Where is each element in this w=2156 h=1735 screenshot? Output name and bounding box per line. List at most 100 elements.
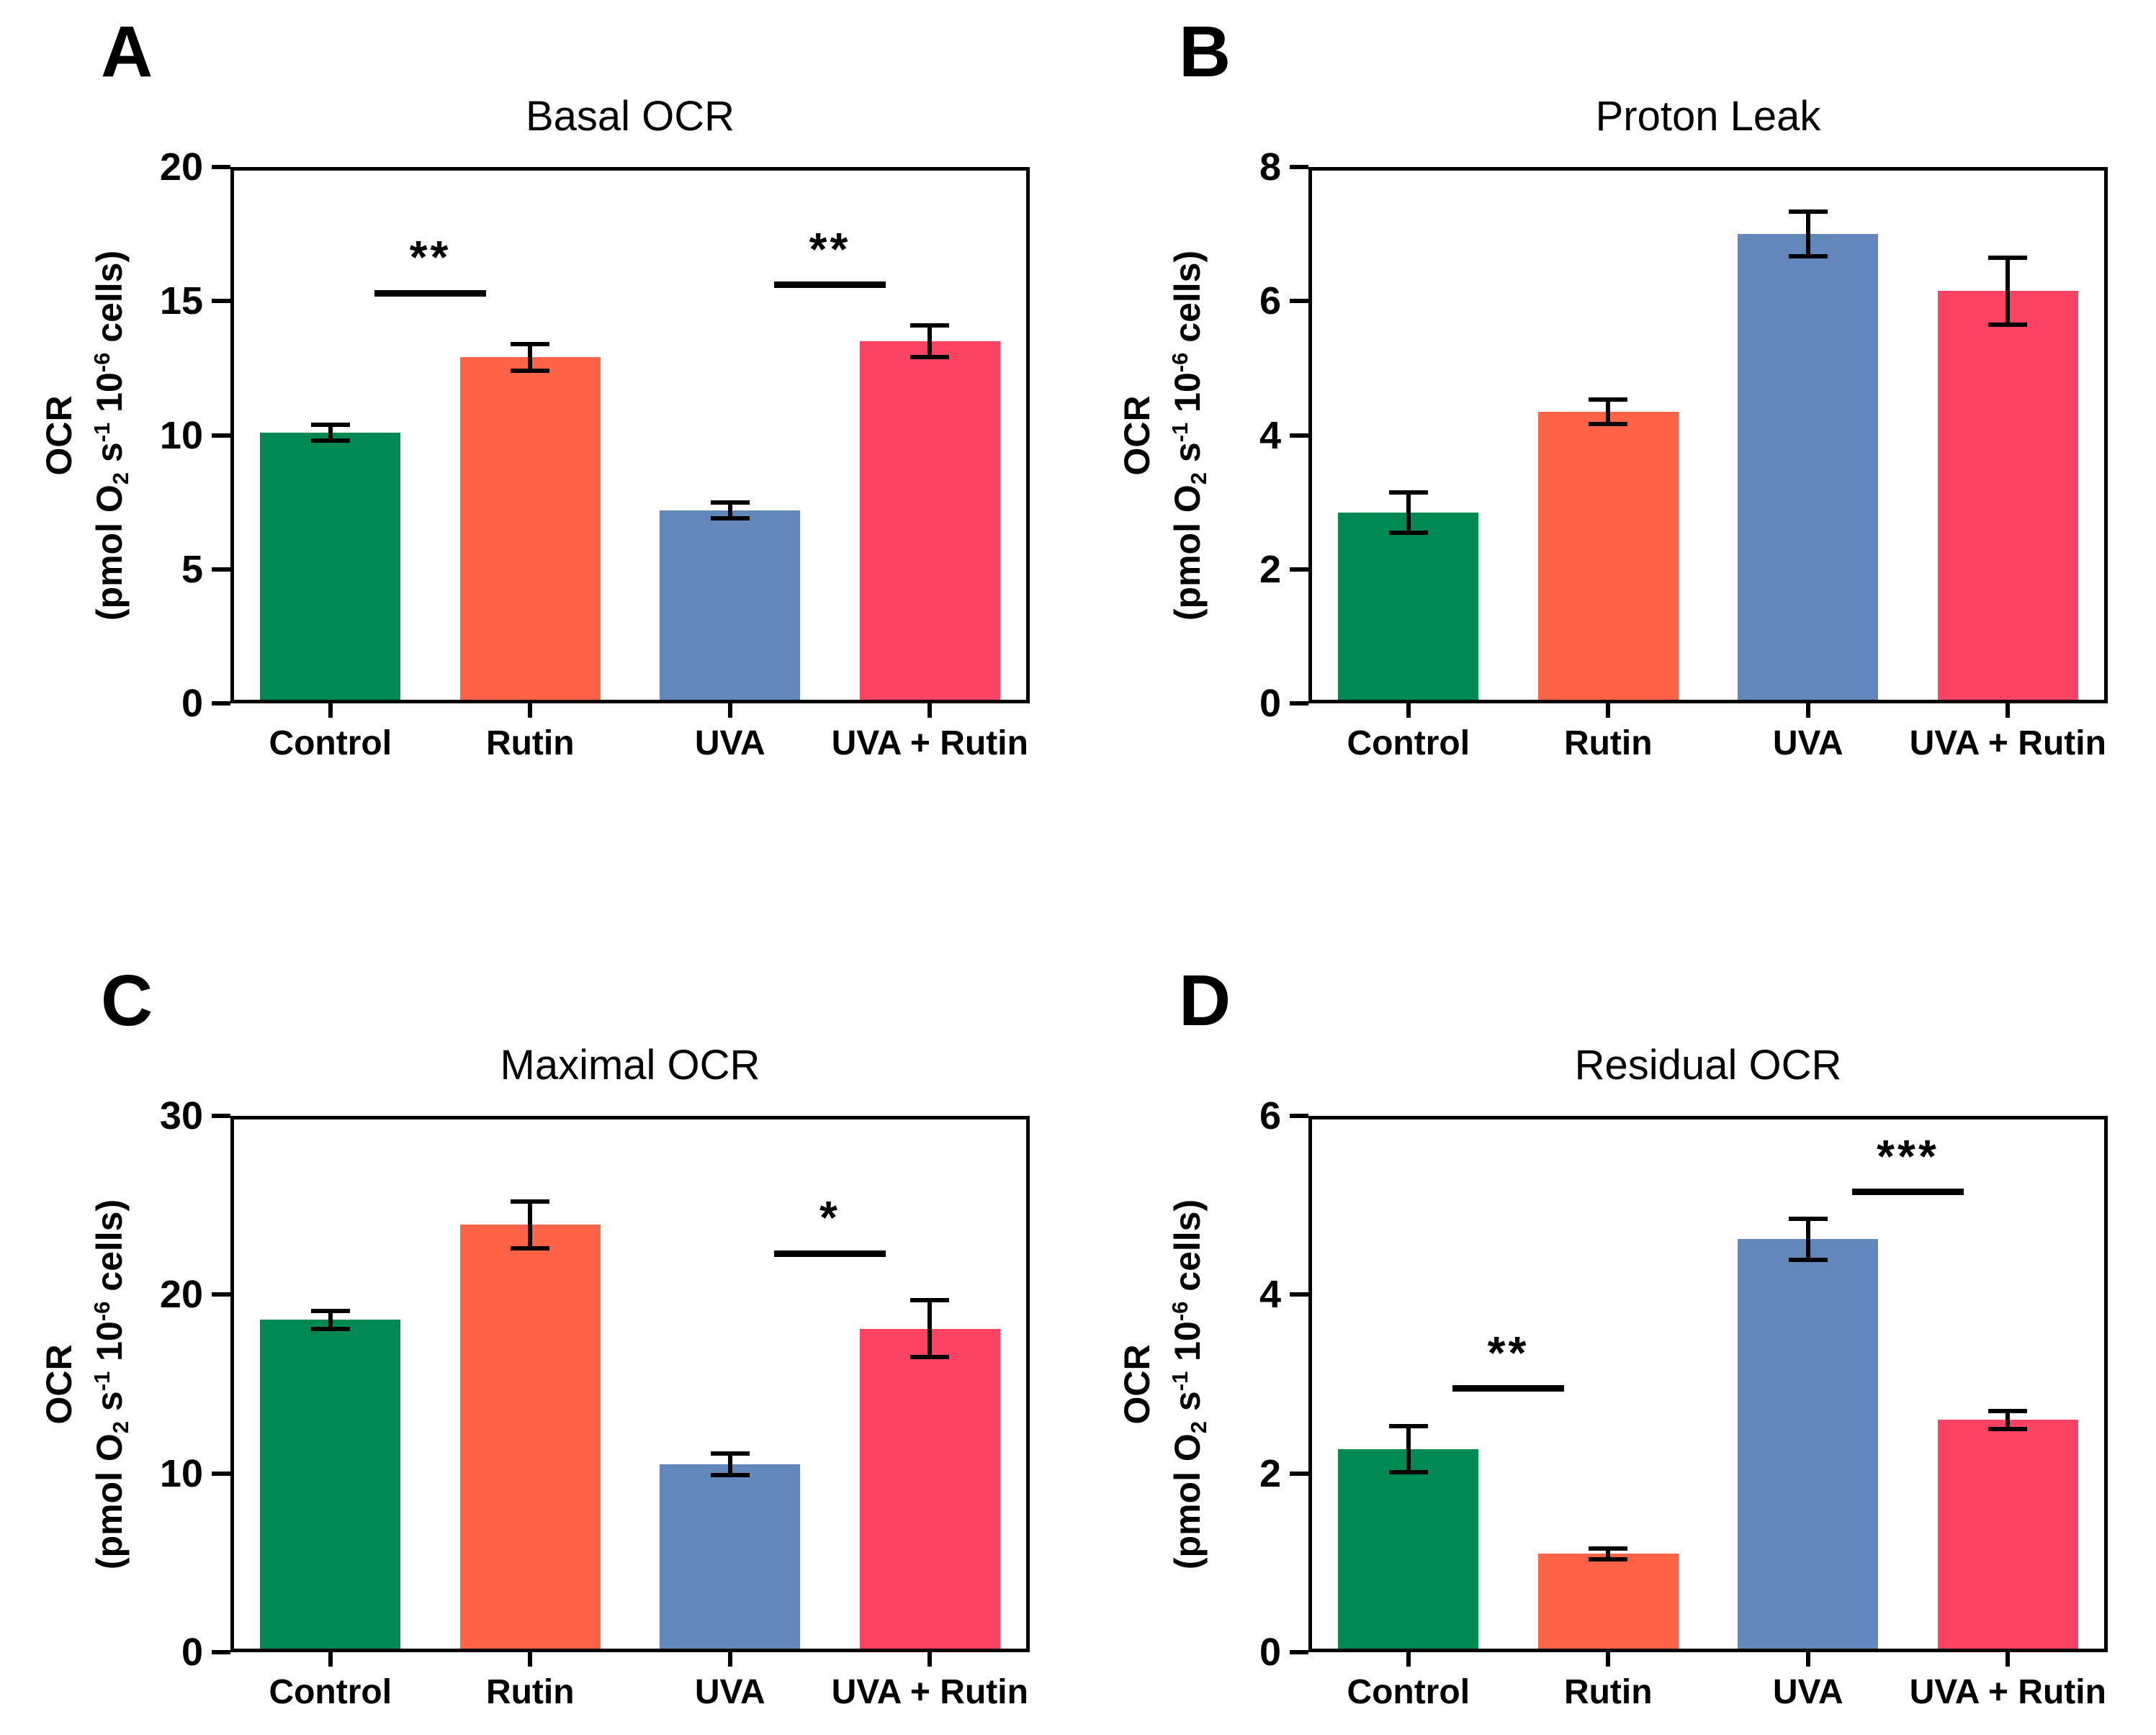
y-tick-mark — [1290, 299, 1308, 304]
y-tick-mark — [1290, 433, 1308, 438]
x-category-label: Control — [1347, 1673, 1470, 1711]
y-tick-mark — [212, 1292, 230, 1297]
error-bar-cap-top — [310, 422, 350, 427]
panel-maximal-ocr: C Maximal OCR OCR (pmol O2 s-1 10-6 cells) 0… — [0, 957, 1078, 1735]
y-axis-units-part: 2 — [107, 1420, 133, 1433]
error-bar-stem — [1606, 1548, 1611, 1559]
error-bar-stem — [1805, 1218, 1810, 1260]
bar-rutin — [1537, 411, 1679, 703]
error-bar-cap-bottom — [511, 1245, 550, 1250]
panel-letter: B — [1179, 12, 1231, 92]
significance-line — [1851, 1189, 1964, 1196]
error-bar-cap-top — [310, 1308, 350, 1313]
x-category-label: Rutin — [1563, 724, 1653, 762]
error-bar-cap-bottom — [511, 369, 550, 374]
error-bar-stem — [328, 1310, 333, 1329]
error-bar-stem — [727, 1454, 732, 1476]
y-tick-mark — [212, 1650, 230, 1654]
error-bar-cap-bottom — [1988, 1426, 2028, 1431]
error-bar-stem — [1805, 212, 1810, 256]
panel-letter: A — [101, 12, 153, 92]
y-tick-label: 15 — [159, 279, 203, 323]
error-bar-cap-bottom — [1589, 1556, 1628, 1562]
y-tick-label: 6 — [1259, 279, 1281, 323]
significance-asterisks: ** — [809, 222, 851, 275]
y-tick-mark — [1290, 1471, 1308, 1476]
bar-uva-rutin — [859, 341, 1000, 703]
bar-rutin — [459, 1225, 601, 1652]
x-category-label: UVA — [1772, 724, 1843, 762]
x-category-label: UVA + Rutin — [831, 1673, 1028, 1711]
error-bar-stem — [528, 343, 533, 371]
significance-asterisks: ** — [1487, 1326, 1530, 1379]
chart-title: Proton Leak — [1595, 93, 1821, 140]
y-tick-label: 2 — [1259, 1451, 1281, 1495]
y-tick-label: 0 — [1259, 682, 1281, 725]
x-tick-mark — [528, 703, 533, 718]
error-bar-cap-top — [710, 500, 750, 505]
y-axis-units-part: 2 — [1185, 472, 1211, 485]
x-category-label: UVA — [694, 1673, 765, 1711]
error-bar-cap-bottom — [1788, 1257, 1828, 1262]
y-axis-units-part: 2 — [1185, 1420, 1211, 1433]
error-bar-stem — [727, 502, 732, 518]
bar-uva — [1738, 1239, 1879, 1652]
x-tick-mark — [727, 703, 732, 718]
x-category-label: Rutin — [485, 724, 575, 762]
y-axis-units-part: 2 — [107, 472, 133, 485]
y-tick-mark — [1290, 1650, 1308, 1654]
bar-rutin — [1537, 1554, 1679, 1652]
plot-frame — [1308, 167, 2108, 703]
y-tick-label: 0 — [1259, 1631, 1281, 1674]
x-tick-mark — [1406, 1652, 1411, 1667]
panel-residual-ocr: D Residual OCR OCR (pmol O2 s-1 10-6 cells)… — [1078, 957, 2156, 1735]
x-tick-mark — [328, 703, 333, 718]
panel-letter: C — [101, 960, 153, 1041]
y-tick-label: 30 — [159, 1094, 203, 1137]
x-category-label: UVA + Rutin — [1909, 724, 2106, 762]
x-category-label: Rutin — [485, 1673, 575, 1711]
error-bar-cap-bottom — [910, 1355, 950, 1360]
y-tick-mark — [1290, 1292, 1308, 1297]
y-axis-units-part: -1 — [89, 1371, 114, 1391]
bar-uva — [1738, 234, 1879, 703]
error-bar-cap-top — [1788, 209, 1828, 215]
bar-control — [260, 1320, 401, 1652]
error-bar-stem — [927, 1299, 933, 1358]
plot-frame — [1308, 1116, 2108, 1652]
error-bar-cap-top — [511, 341, 550, 346]
x-category-label: UVA + Rutin — [1909, 1673, 2106, 1711]
bar-uva-rutin — [1937, 291, 2078, 703]
bar-control — [1338, 512, 1479, 703]
error-bar-cap-bottom — [910, 355, 950, 360]
error-bar-stem — [1406, 492, 1411, 533]
y-tick-mark — [212, 165, 230, 169]
y-tick-label: 4 — [1259, 413, 1281, 457]
y-axis-units-part: -6 — [1167, 352, 1192, 372]
error-bar-stem — [1606, 400, 1611, 424]
x-category-label: Control — [269, 1673, 392, 1711]
error-bar-cap-top — [1589, 1546, 1628, 1551]
y-axis-label: OCR — [1117, 395, 1157, 476]
x-tick-mark — [328, 1652, 333, 1667]
error-bar-cap-bottom — [310, 1326, 350, 1331]
error-bar-cap-top — [1589, 397, 1628, 402]
significance-line — [1452, 1385, 1565, 1392]
error-bar-cap-bottom — [710, 515, 750, 520]
plot-frame — [230, 1116, 1030, 1652]
x-tick-mark — [927, 1652, 933, 1667]
x-tick-mark — [2005, 1652, 2011, 1667]
bar-uva-rutin — [859, 1328, 1000, 1652]
error-bar-cap-top — [1388, 490, 1428, 495]
y-axis-label: OCR — [39, 395, 79, 476]
panel-basal-ocr: A Basal OCR OCR (pmol O2 s-1 10-6 cells) 0 5 1… — [0, 9, 1078, 786]
bar-uva — [660, 1464, 801, 1652]
y-tick-label: 5 — [181, 547, 203, 591]
x-tick-mark — [528, 1652, 533, 1667]
error-bar-stem — [328, 424, 333, 441]
error-bar-cap-top — [910, 1297, 950, 1302]
x-tick-mark — [927, 703, 933, 718]
chart-title: Maximal OCR — [500, 1042, 760, 1089]
y-tick-mark — [1290, 165, 1308, 169]
bar-uva-rutin — [1937, 1420, 2078, 1652]
